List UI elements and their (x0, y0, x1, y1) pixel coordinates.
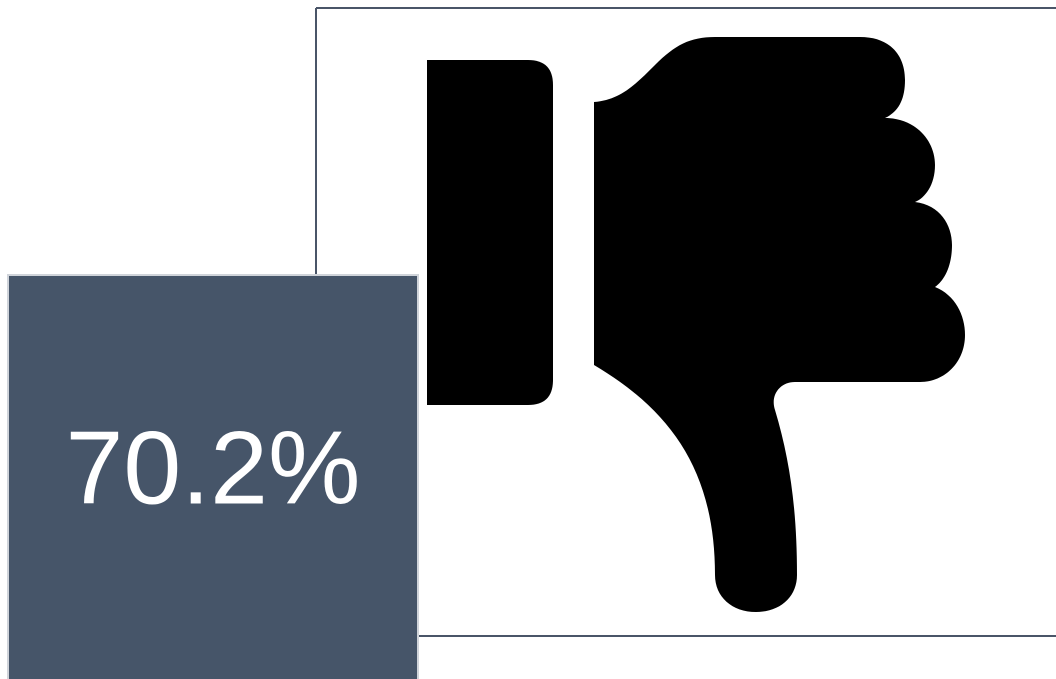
frame (315, 7, 1056, 637)
thumb-cuff (427, 60, 553, 405)
thumb-hand (594, 37, 965, 612)
thumbs-down-icon (427, 37, 965, 612)
percent-label: 70.2% (66, 410, 361, 526)
percent-box (7, 274, 419, 679)
